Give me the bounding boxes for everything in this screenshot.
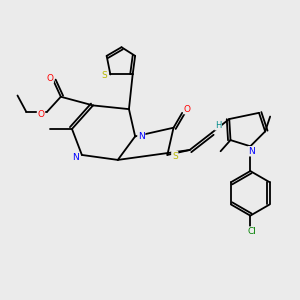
Text: S: S [172, 152, 178, 161]
Text: N: N [138, 132, 145, 141]
Text: N: N [248, 147, 255, 156]
Text: O: O [46, 74, 53, 83]
Text: O: O [184, 105, 191, 114]
Text: H: H [215, 121, 221, 130]
Text: Cl: Cl [247, 227, 256, 236]
Text: S: S [101, 71, 107, 80]
Text: N: N [72, 153, 79, 162]
Text: O: O [38, 110, 44, 118]
